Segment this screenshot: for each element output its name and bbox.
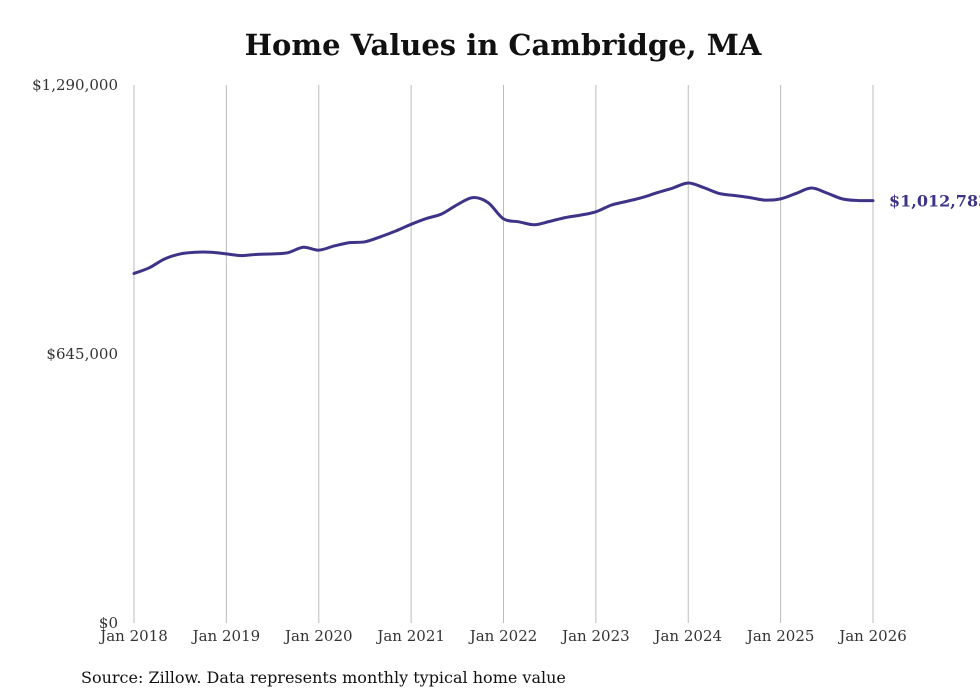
x-tick-label: Jan 2025 — [745, 627, 815, 645]
end-label-layer: $1,012,783 — [889, 192, 980, 211]
chart-title: Home Values in Cambridge, MA — [244, 28, 762, 62]
x-tick-label: Jan 2020 — [283, 627, 353, 645]
y-tick-label: $0 — [99, 614, 118, 632]
y-tick-label: $1,290,000 — [32, 76, 118, 94]
y-tick-label: $645,000 — [46, 345, 118, 363]
x-tick-label: Jan 2019 — [191, 627, 261, 645]
x-tick-label: Jan 2026 — [837, 627, 907, 645]
x-tick-label: Jan 2022 — [468, 627, 538, 645]
gridlines — [133, 85, 874, 623]
x-tick-label: Jan 2021 — [375, 627, 445, 645]
series-line-0 — [132, 181, 875, 276]
x-tick-label: Jan 2023 — [560, 627, 630, 645]
end-value-label: $1,012,783 — [889, 192, 980, 211]
source-note: Source: Zillow. Data represents monthly … — [81, 668, 566, 687]
series-layer — [132, 181, 875, 276]
x-tick-label: Jan 2018 — [98, 627, 168, 645]
y-axis-ticks: $0 $645,000 $1,290,000 — [32, 76, 118, 632]
x-tick-label: Jan 2024 — [652, 627, 722, 645]
x-axis-ticks: Jan 2018 Jan 2019 Jan 2020 Jan 2021 Jan 2022… — [98, 627, 907, 645]
